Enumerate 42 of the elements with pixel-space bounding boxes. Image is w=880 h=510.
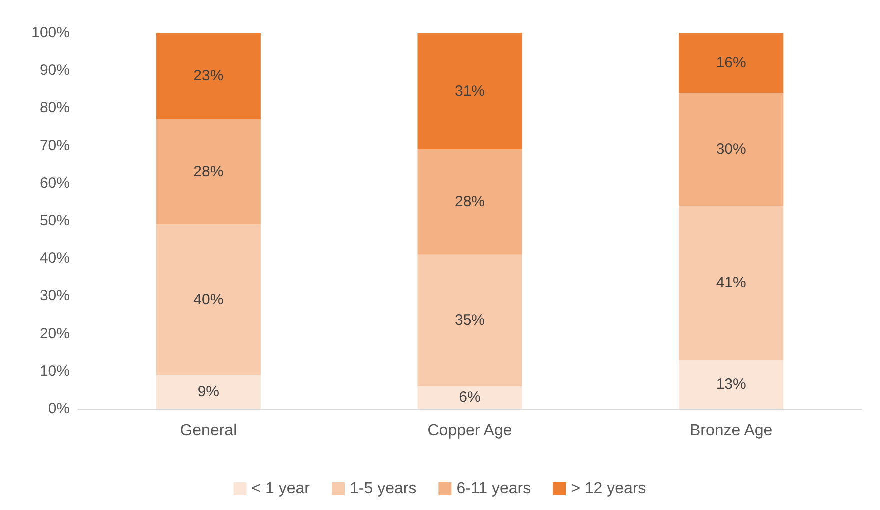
bar [418,150,522,255]
x-tick-label: Copper Age [428,422,512,440]
y-tick-label: 0% [48,400,70,418]
data-label: 40% [194,291,224,308]
data-label: 30% [716,141,746,158]
y-tick-label: 40% [40,250,70,268]
data-label: 28% [194,164,224,181]
legend-label: < 1 year [252,480,311,498]
bar [156,119,261,225]
legend-label: 1-5 years [350,480,417,498]
data-label: 31% [454,82,486,100]
bar [679,33,784,94]
data-label: 23% [194,68,224,85]
y-tick-label: 10% [40,362,70,380]
data-label: 6% [459,389,481,406]
y-tick-label: 80% [40,100,70,117]
legend-label: 6-11 years [456,480,532,498]
bar [679,206,784,360]
bar [679,360,784,409]
y-tick-label: 20% [40,325,70,342]
y-tick-label: 70% [40,137,70,154]
data-label: 16% [716,54,746,72]
data-label: 9% [198,384,220,401]
y-tick-label: 60% [40,174,70,192]
data-label: 28% [454,194,486,211]
y-tick-label: 100% [32,24,70,42]
x-tick-label: General [180,422,238,440]
y-tick-label: 90% [40,62,70,80]
bar [156,33,261,120]
bar [418,33,522,150]
data-label: 41% [716,274,746,292]
bar [418,386,522,409]
bar [418,254,522,386]
x-tick-label: Bronze Age [690,422,773,440]
bar [156,224,261,376]
bar [156,375,261,409]
y-tick-label: 30% [40,288,70,305]
data-label: 13% [716,376,746,394]
bar [679,93,784,206]
legend-label: > 12 years [571,480,646,498]
y-tick-label: 50% [40,212,70,230]
data-label: 35% [454,312,486,330]
